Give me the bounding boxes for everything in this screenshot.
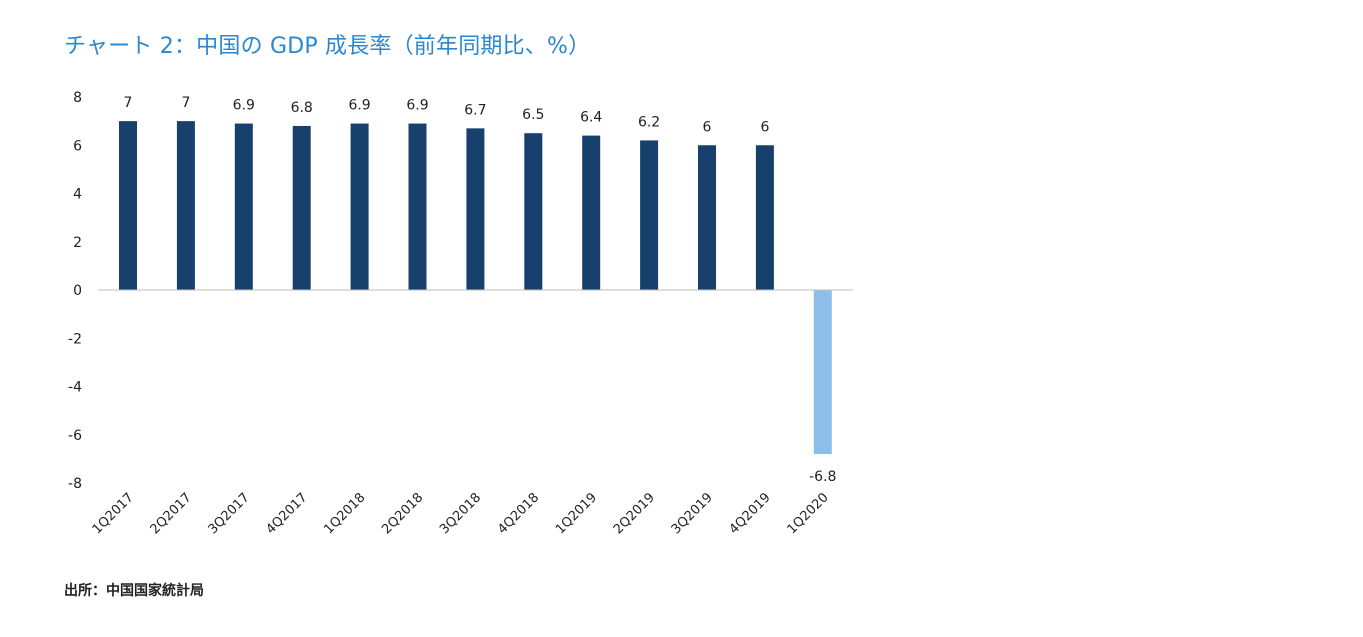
data-label: 6.9 bbox=[406, 98, 428, 114]
bar-4Q2017 bbox=[292, 125, 311, 290]
x-tick-label: 4Q2018 bbox=[495, 490, 542, 537]
y-tick-label: 8 bbox=[73, 90, 82, 106]
data-label: 6.5 bbox=[522, 107, 544, 123]
data-label: 6.9 bbox=[233, 98, 255, 114]
x-tick-label: 4Q2019 bbox=[727, 490, 774, 537]
bar-1Q2018 bbox=[350, 123, 369, 290]
x-tick-label: 2Q2019 bbox=[611, 490, 658, 537]
x-tick-label: 3Q2018 bbox=[437, 490, 484, 537]
y-tick-label: -4 bbox=[68, 380, 82, 396]
y-tick-label: -2 bbox=[68, 331, 82, 347]
y-tick-label: 4 bbox=[73, 187, 82, 203]
data-label: 6.2 bbox=[638, 114, 660, 130]
x-tick-label: 1Q2018 bbox=[321, 490, 368, 537]
bar-2Q2017 bbox=[176, 121, 195, 290]
x-tick-label: 1Q2017 bbox=[90, 490, 137, 537]
y-tick-label: -6 bbox=[68, 428, 82, 444]
data-label: 6 bbox=[760, 119, 769, 135]
x-tick-label: 2Q2017 bbox=[148, 490, 195, 537]
bar-2Q2019 bbox=[640, 140, 659, 290]
y-tick-label: 2 bbox=[73, 235, 82, 251]
bar-3Q2018 bbox=[466, 128, 485, 290]
bar-1Q2017 bbox=[119, 121, 137, 290]
data-labels: 7 7 6.9 6.8 6.9 6.9 6.7 6.5 6.4 6.2 6 6 -6.8 bbox=[124, 95, 837, 485]
bars bbox=[119, 121, 832, 455]
y-tick-label: -8 bbox=[68, 476, 82, 492]
data-label: 6 bbox=[703, 119, 712, 135]
data-label: 6.7 bbox=[464, 102, 486, 118]
x-tick-label: 3Q2019 bbox=[669, 490, 716, 537]
x-tick-label: 3Q2017 bbox=[206, 490, 253, 537]
x-tick-label: 1Q2020 bbox=[785, 490, 832, 537]
y-axis-ticks: 8 6 4 2 0 -2 -4 -6 -8 bbox=[68, 90, 82, 492]
bar-3Q2017 bbox=[234, 123, 253, 290]
x-tick-label: 2Q2018 bbox=[379, 490, 426, 537]
bar-1Q2019 bbox=[582, 135, 601, 290]
category-labels: 1Q2017 2Q2017 3Q2017 4Q2017 1Q2018 2Q2018 3Q20… bbox=[90, 490, 832, 537]
bar-4Q2018 bbox=[524, 133, 543, 290]
data-label: 6.4 bbox=[580, 110, 602, 126]
data-label: 6.9 bbox=[348, 98, 370, 114]
y-tick-label: 0 bbox=[73, 283, 82, 299]
bar-2Q2018 bbox=[408, 123, 427, 290]
x-tick-label: 4Q2017 bbox=[263, 490, 310, 537]
bar-1Q2020 bbox=[813, 290, 832, 455]
data-label: 7 bbox=[124, 95, 133, 111]
x-tick-label: 1Q2019 bbox=[553, 490, 600, 537]
bar-4Q2019 bbox=[755, 145, 774, 290]
source-note: 出所：中国国家統計局 bbox=[64, 583, 204, 599]
y-tick-label: 6 bbox=[73, 138, 82, 154]
data-label: -6.8 bbox=[809, 469, 836, 485]
data-label: 6.8 bbox=[291, 100, 313, 116]
data-label: 7 bbox=[181, 95, 190, 111]
chart-title: チャート 2：中国の GDP 成長率（前年同期比、%） bbox=[64, 34, 591, 59]
bar-3Q2019 bbox=[698, 145, 716, 290]
